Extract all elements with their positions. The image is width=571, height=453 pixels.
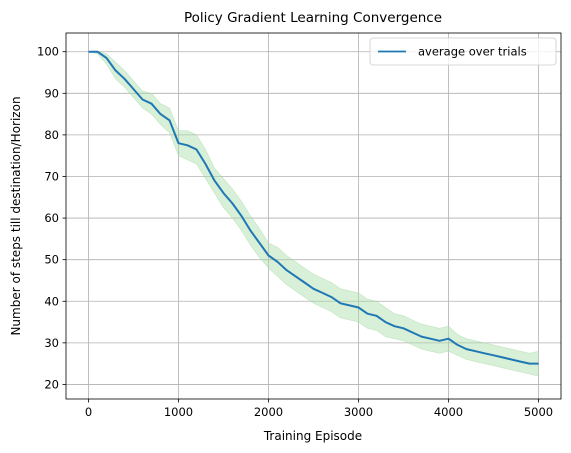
y-tick-label: 100 [37,45,59,59]
y-tick-label: 70 [44,169,59,183]
grid [66,33,561,399]
tick-layer: 0 1000 2000 3000 4000 5000 20 30 40 50 60 70 80 90 100 [37,45,553,419]
x-axis-label: Training Episode [263,429,362,443]
legend-frame [369,37,557,66]
y-axis-label: Number of steps till destination/Horizon [9,96,23,335]
x-tick-label: 3000 [344,405,373,419]
y-tick-label: 50 [44,253,59,267]
y-tick-label: 20 [44,377,59,391]
y-tick-label: 80 [44,128,59,142]
x-tick-label: 0 [85,405,92,419]
x-tick-label: 4000 [434,405,463,419]
plot-frame [65,32,562,400]
series-line-average-over-trials [88,50,539,365]
legend: average over trials [369,37,557,66]
x-tick-label: 2000 [254,405,283,419]
y-tick-label: 90 [44,86,59,100]
y-tick-label: 60 [44,211,59,225]
y-tick-label: 40 [44,294,59,308]
y-tick-label: 30 [44,336,59,350]
x-tick-label: 1000 [164,405,193,419]
series-line-layer [88,50,539,365]
x-tick-label: 5000 [524,405,553,419]
legend-entry-label: average over trials [418,45,527,59]
chart-title: Policy Gradient Learning Convergence [184,10,442,26]
